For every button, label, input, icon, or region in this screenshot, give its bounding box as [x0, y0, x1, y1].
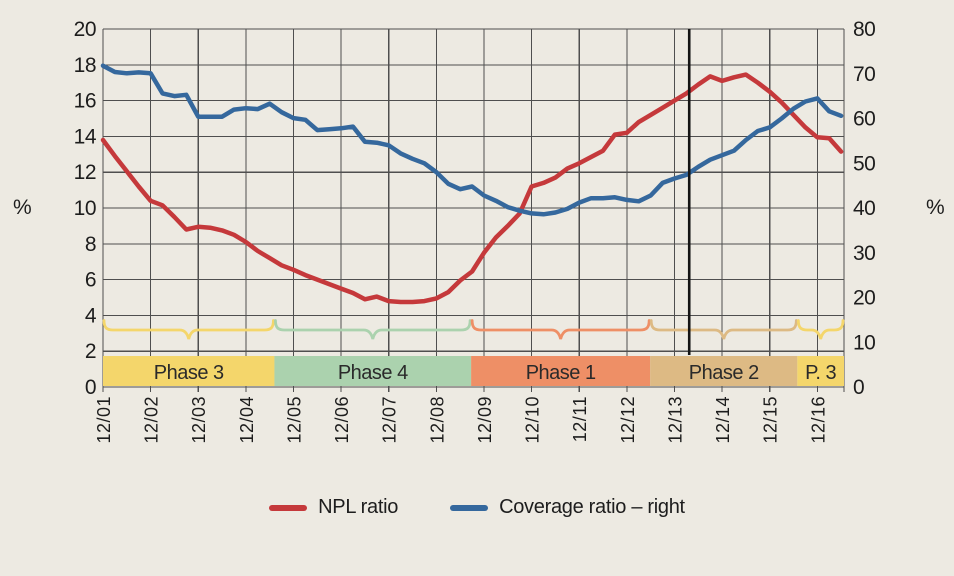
x-axis-tick-label: 12/12	[618, 396, 638, 444]
right-axis-unit-label: %	[926, 196, 945, 219]
phase-band-p-3	[797, 356, 844, 386]
left-axis-tick-label: 18	[74, 54, 96, 77]
left-axis-tick-label: 10	[74, 197, 96, 220]
left-axis-tick-label: 2	[85, 340, 96, 363]
left-axis-tick-label: 0	[85, 376, 96, 399]
x-axis-tick-label: 12/05	[284, 396, 304, 444]
left-axis-unit-label: %	[13, 196, 32, 219]
right-axis-tick-label: 40	[853, 197, 875, 220]
left-axis-tick-label: 16	[74, 90, 96, 113]
legend-label-npl-ratio: NPL ratio	[318, 496, 399, 518]
left-axis-tick-label: 12	[74, 161, 96, 184]
x-axis-tick-label: 12/03	[189, 396, 209, 444]
phase-label: Phase 1	[526, 362, 596, 384]
phase-brace	[470, 319, 651, 340]
x-axis-tick-label: 12/02	[142, 396, 162, 444]
x-axis-tick-label: 12/07	[380, 396, 400, 444]
phase-band-phase-4	[274, 356, 472, 386]
x-axis-tick-label: 12/04	[237, 396, 257, 444]
x-axis-tick-label: 12/11	[570, 396, 590, 442]
left-axis-tick-label: 8	[85, 233, 96, 256]
right-axis-tick-label: 0	[853, 376, 864, 399]
phase-brace	[796, 319, 845, 340]
right-axis-tick-label: 10	[853, 331, 875, 354]
x-axis-tick-label: 12/06	[332, 396, 352, 444]
right-axis-tick-label: 50	[853, 152, 875, 175]
x-axis-tick-label: 12/13	[665, 396, 685, 444]
legend-item-npl-ratio: NPL ratio	[269, 496, 398, 519]
left-axis-tick-label: 20	[74, 18, 96, 41]
right-axis-tick-label: 30	[853, 242, 875, 265]
left-axis-tick-label: 6	[85, 269, 96, 292]
legend-label-coverage-ratio: Coverage ratio – right	[499, 496, 685, 518]
npl-ratio-line	[100, 72, 844, 305]
right-axis-tick-label: 60	[853, 108, 875, 131]
right-axis-tick-label: 20	[853, 287, 875, 310]
x-axis-tick-label: 12/14	[713, 396, 733, 444]
phase-brace	[102, 319, 275, 340]
phase-brace	[649, 319, 798, 340]
right-axis-tick-label: 70	[853, 63, 875, 86]
x-axis-tick-label: 12/01	[94, 396, 114, 444]
phase-brace	[274, 319, 472, 340]
npl-ratio-swatch-icon	[269, 504, 308, 511]
x-axis-tick-label: 12/08	[427, 396, 447, 444]
x-axis-tick-label: 12/15	[761, 396, 781, 444]
right-axis-tick-label: 80	[853, 18, 875, 41]
x-axis-tick-label: 12/10	[523, 396, 543, 444]
left-axis-tick-label: 14	[74, 125, 97, 148]
phase-band-phase-2	[650, 356, 798, 386]
legend: NPL ratio Coverage ratio – right	[0, 496, 954, 519]
phase-band-phase-3	[103, 356, 275, 386]
phase-label: Phase 2	[689, 362, 759, 384]
phase-label: P. 3	[805, 362, 836, 384]
legend-item-coverage-ratio: Coverage ratio – right	[450, 496, 685, 519]
x-axis-tick-label: 12/09	[475, 396, 495, 444]
phase-label: Phase 4	[338, 362, 408, 384]
coverage-ratio-line	[100, 63, 844, 217]
coverage-ratio-swatch-icon	[450, 504, 489, 511]
phase-band-phase-1	[471, 356, 651, 386]
x-axis-tick-label: 12/16	[808, 396, 828, 444]
left-axis-tick-label: 4	[85, 304, 97, 327]
phase-label: Phase 3	[154, 362, 224, 384]
